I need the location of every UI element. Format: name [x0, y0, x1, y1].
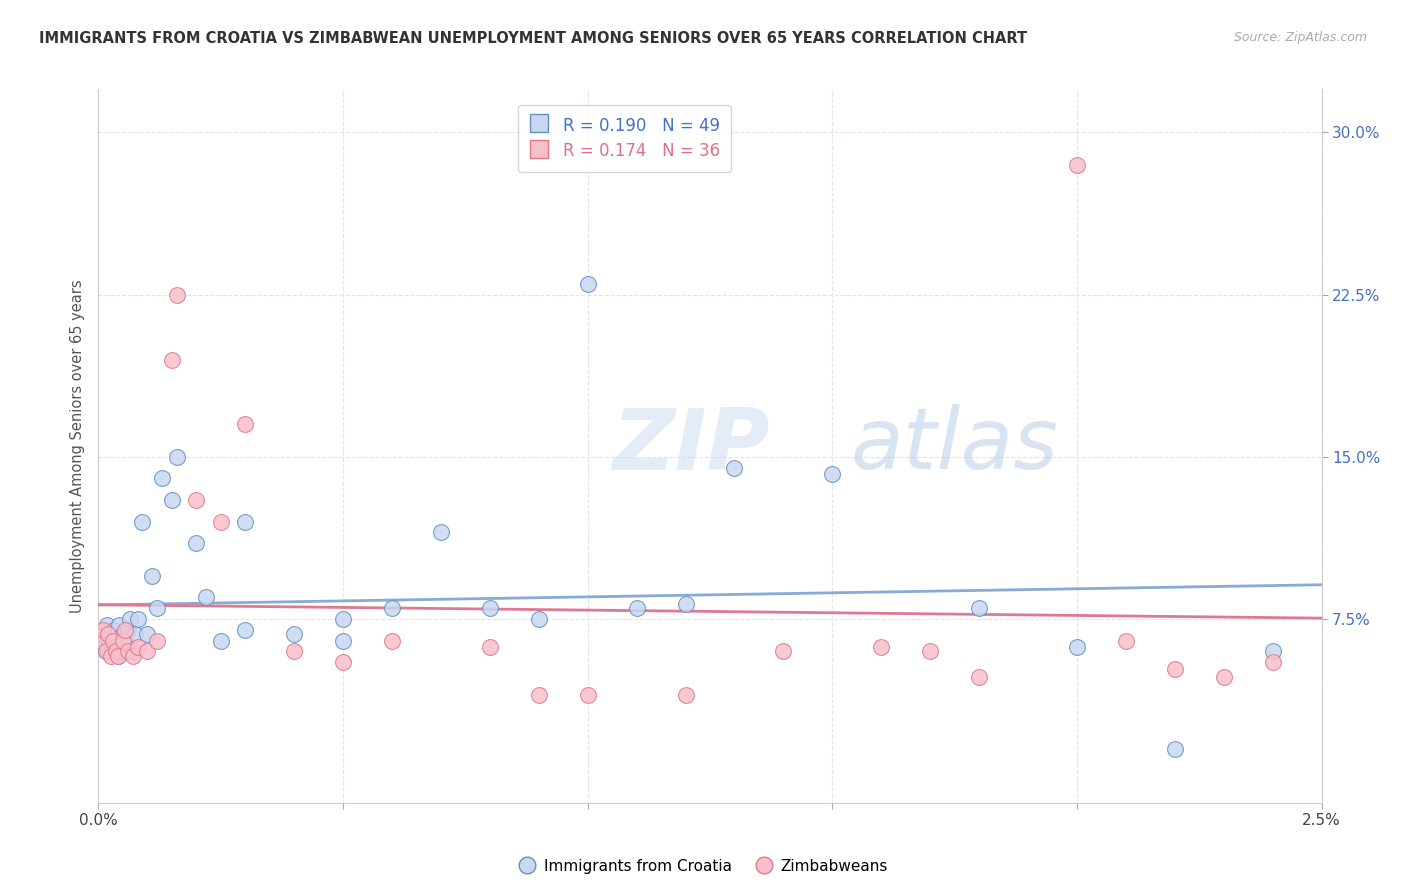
Point	[527, 688, 550, 702]
Point	[114, 633, 136, 648]
Point	[478, 640, 501, 654]
Point	[114, 623, 136, 637]
Legend: Immigrants from Croatia, Zimbabweans: Immigrants from Croatia, Zimbabweans	[512, 853, 894, 880]
Point	[97, 644, 120, 658]
Point	[430, 525, 453, 540]
Point	[107, 648, 129, 663]
Point	[146, 633, 169, 648]
Point	[821, 467, 844, 482]
Legend: R = 0.190   N = 49, R = 0.174   N = 36: R = 0.190 N = 49, R = 0.174 N = 36	[517, 104, 731, 172]
Point	[332, 633, 354, 648]
Point	[920, 644, 942, 658]
Point	[166, 450, 188, 464]
Point	[100, 648, 122, 663]
Point	[104, 644, 127, 658]
Point	[120, 612, 142, 626]
Point	[332, 655, 354, 669]
Point	[675, 688, 697, 702]
Point	[967, 670, 990, 684]
Point	[100, 627, 122, 641]
Point	[97, 627, 120, 641]
Point	[150, 471, 173, 485]
Point	[283, 644, 305, 658]
Point	[209, 633, 232, 648]
Point	[146, 601, 169, 615]
Point	[283, 627, 305, 641]
Point	[107, 648, 129, 663]
Point	[1212, 670, 1234, 684]
Text: atlas: atlas	[851, 404, 1059, 488]
Point	[127, 640, 149, 654]
Point	[111, 633, 134, 648]
Point	[121, 648, 143, 663]
Point	[381, 601, 404, 615]
Point	[1066, 640, 1088, 654]
Point	[1261, 644, 1284, 658]
Point	[1164, 662, 1187, 676]
Point	[121, 644, 143, 658]
Point	[186, 536, 208, 550]
Point	[94, 644, 117, 658]
Text: ZIP: ZIP	[612, 404, 770, 488]
Point	[1066, 158, 1088, 172]
Text: IMMIGRANTS FROM CROATIA VS ZIMBABWEAN UNEMPLOYMENT AMONG SENIORS OVER 65 YEARS C: IMMIGRANTS FROM CROATIA VS ZIMBABWEAN UN…	[39, 31, 1028, 46]
Point	[195, 591, 218, 605]
Point	[108, 618, 131, 632]
Point	[1115, 633, 1137, 648]
Point	[141, 568, 163, 582]
Point	[870, 640, 893, 654]
Point	[94, 644, 117, 658]
Point	[90, 633, 112, 648]
Point	[233, 417, 256, 432]
Point	[131, 515, 153, 529]
Point	[1164, 741, 1187, 756]
Point	[381, 633, 404, 648]
Point	[91, 623, 114, 637]
Point	[332, 612, 354, 626]
Point	[103, 623, 125, 637]
Point	[101, 633, 124, 648]
Point	[117, 644, 139, 658]
Point	[136, 644, 159, 658]
Point	[96, 618, 118, 632]
Point	[626, 601, 648, 615]
Point	[675, 597, 697, 611]
Point	[967, 601, 990, 615]
Point	[166, 287, 188, 301]
Point	[101, 640, 124, 654]
Point	[186, 493, 208, 508]
Point	[576, 688, 599, 702]
Point	[110, 644, 132, 658]
Point	[91, 640, 114, 654]
Point	[124, 627, 146, 641]
Point	[209, 515, 232, 529]
Point	[117, 623, 139, 637]
Point	[723, 460, 745, 475]
Point	[576, 277, 599, 291]
Point	[104, 633, 127, 648]
Point	[127, 612, 149, 626]
Point	[93, 627, 115, 641]
Point	[98, 633, 121, 648]
Point	[772, 644, 794, 658]
Text: Source: ZipAtlas.com: Source: ZipAtlas.com	[1233, 31, 1367, 45]
Y-axis label: Unemployment Among Seniors over 65 years: Unemployment Among Seniors over 65 years	[69, 279, 84, 613]
Point	[111, 627, 134, 641]
Point	[233, 623, 256, 637]
Point	[478, 601, 501, 615]
Point	[1261, 655, 1284, 669]
Point	[90, 633, 112, 648]
Point	[160, 493, 183, 508]
Point	[160, 352, 183, 367]
Point	[233, 515, 256, 529]
Point	[136, 627, 159, 641]
Point	[527, 612, 550, 626]
